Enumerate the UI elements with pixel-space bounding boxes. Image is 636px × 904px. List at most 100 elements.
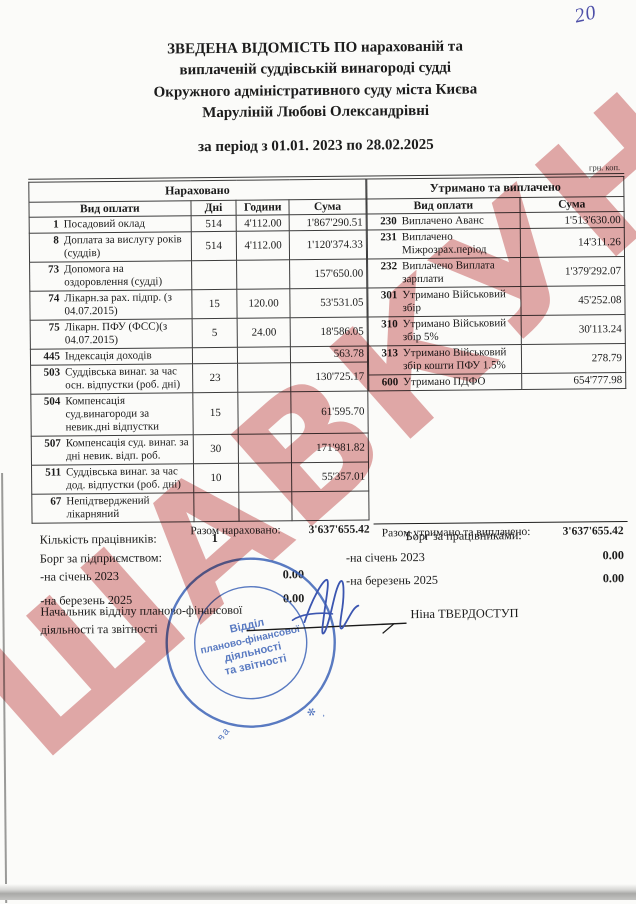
hours-cell: 4'112.00 [236, 230, 290, 261]
pay-label: Непідтверджений лікарняний [66, 494, 150, 520]
withheld-row: 600 Утримано ПДФО 654'777.98 [368, 372, 626, 391]
pay-type-cell: 1 Посадовий оклад [29, 215, 191, 234]
hours-cell: 24.00 [237, 317, 291, 348]
hours-cell [237, 346, 291, 364]
employees-count-label: Кількість працівників: [39, 531, 157, 547]
pay-code: 74 [48, 292, 60, 305]
pay-label: Доплата за вислугу років (суддів) [63, 233, 182, 260]
withheld-section-title: Утримано та виплачено [366, 176, 624, 200]
hours-cell [238, 433, 292, 463]
days-cell: 514 [190, 215, 237, 232]
pay-type-cell: 313 Утримано Військовий збір кошти ПФУ 1.… [368, 344, 522, 375]
sum-cell: 18'586.05 [290, 316, 368, 347]
accrued-row: 507 Компенсація суд. винаг. за дні невик.… [31, 432, 369, 465]
days-cell: 514 [190, 231, 237, 261]
days-cell [191, 347, 238, 364]
pay-code: 445 [43, 350, 61, 363]
pay-label: Утримано Військовий збір [402, 288, 506, 315]
accrued-row: 511 Суддівська винаг. за час дод. відпуст… [31, 461, 369, 494]
pay-type-wrap: 445 Індексація доходів [34, 349, 189, 363]
days-cell [191, 260, 238, 290]
pay-type-cell: 507 Компенсація суд. винаг. за дні невик.… [31, 434, 194, 465]
pay-type-cell: 8 Доплата за вислугу років (суддів) [29, 231, 192, 263]
sum-cell: 53'531.05 [289, 288, 368, 318]
sum-cell: 14'311.26 [519, 227, 625, 258]
withheld-row: 310 Утримано Військовий збір 5% 30'113.24 [368, 314, 626, 346]
pay-code: 75 [48, 321, 60, 334]
pay-type-wrap: 503 Суддівська винаг. за час осн. відпуст… [34, 365, 189, 392]
pay-label: Виплачено Міжрозрах.період [401, 230, 487, 257]
sum-cell [291, 490, 370, 521]
pay-code: 511 [45, 466, 62, 479]
pay-type-cell: 67 Непідтверджений лікарняний [31, 492, 194, 523]
scan-edge-bottom [0, 884, 636, 900]
sum-cell: 30'113.24 [520, 314, 626, 345]
withheld-table-body: 230 Виплачено Аванс 1'513'630.00 231 Виплаче… [367, 211, 626, 391]
withheld-row: 231 Виплачено Міжрозрах.період 14'311.26 [367, 227, 625, 260]
pay-code: 301 [380, 289, 398, 302]
pay-code: 503 [43, 366, 61, 379]
pay-label: Суддівська винаг. за час дод. відпустки … [66, 465, 181, 492]
pay-label: Суддівська винаг. за час осн. відпустки … [65, 365, 181, 392]
accrued-table-body: 1 Посадовий оклад 514 4'112.00 1'867'290.51 8… [29, 214, 370, 523]
hours-cell [237, 362, 291, 393]
withheld-row: 232 Виплачено Виплата зарплати 1'379'292.0… [367, 256, 625, 289]
hours-cell [239, 491, 293, 521]
hours-cell [238, 462, 292, 492]
pay-code: 504 [43, 395, 61, 408]
svg-text:ідентифікаційний код 34414689: ідентифікаційний код 34414689 [226, 731, 330, 748]
sum-cell: 1'379'292.07 [520, 256, 625, 287]
col-pay-type-withheld: Вид оплати [366, 197, 520, 215]
withheld-row: 313 Утримано Військовий збір кошти ПФУ 1.… [368, 343, 626, 375]
sum-cell: 130'725.17 [290, 361, 368, 392]
pay-label: Компенсація суд. винаг. за дні невик. ві… [65, 435, 189, 463]
sum-cell: 45'252.08 [520, 285, 626, 316]
pay-type-cell: 73 Допомога на оздоровлення (судді) [29, 260, 192, 292]
pay-code: 600 [381, 376, 399, 389]
pay-type-wrap: 313 Утримано Військовий збір кошти ПФУ 1.… [372, 346, 518, 373]
pay-type-cell: 232 Виплачено Виплата зарплати [367, 257, 521, 289]
pay-label: Виплачено Аванс [401, 214, 484, 228]
pay-type-wrap: 310 Утримано Військовий збір 5% [372, 317, 518, 344]
pay-type-wrap: 600 Утримано ПДФО [372, 375, 518, 389]
sum-cell: 1'867'290.51 [289, 214, 367, 231]
pay-type-cell: 503 Суддівська винаг. за час осн. відпуст… [30, 363, 193, 395]
stamp-inner-ring-text: ідентифікаційний код 34414689 [226, 731, 330, 748]
pay-type-wrap: 507 Компенсація суд. винаг. за дні невик.… [35, 436, 190, 463]
pay-type-wrap: 8 Доплата за вислугу років (суддів) [33, 233, 188, 260]
hours-cell: 4'112.00 [236, 214, 290, 232]
pay-code: 310 [381, 318, 398, 331]
pay-type-wrap: 1 Посадовий оклад [33, 217, 188, 231]
days-cell: 23 [192, 363, 239, 393]
pay-type-wrap: 73 Допомога на оздоровлення (судді) [33, 262, 188, 289]
pay-code: 507 [44, 437, 61, 450]
document-title: ЗВЕДЕНА ВІДОМІСТЬ ПО нарахованій та випл… [0, 35, 634, 126]
pay-code: 313 [381, 347, 398, 360]
sum-cell: 278.79 [520, 343, 626, 374]
pay-type-cell: 75 Лікарн. ПФУ (ФСС)(з 04.07.2015) [30, 318, 192, 350]
withheld-section-header: Утримано та виплачено [366, 176, 624, 200]
accrued-row: 73 Допомога на оздоровлення (судді) 157'65… [29, 259, 367, 292]
sum-cell: 61'595.70 [290, 390, 369, 434]
days-cell [193, 491, 240, 522]
employee-debt-row: -на січень 2023 0.00 [346, 548, 624, 566]
pay-code: 8 [53, 234, 59, 247]
sum-cell: 563.78 [290, 345, 368, 363]
pay-type-wrap: 74 Лікарн.за рах. підпр. (з 04.07.2015) [33, 291, 188, 318]
hours-cell: 120.00 [237, 288, 291, 319]
debt-row-label: -на січень 2023 [345, 549, 425, 565]
scan-edge-left [1, 473, 8, 904]
pay-type-wrap: 230 Виплачено Аванс [371, 214, 517, 228]
accrued-row: 75 Лікарн. ПФУ (ФСС)(з 04.07.2015) 5 24.00 1… [30, 316, 368, 350]
pay-type-wrap: 67 Непідтверджений лікарняний [35, 494, 190, 521]
sum-cell: 654'777.98 [521, 372, 626, 390]
handwritten-signature [246, 579, 407, 635]
pay-label: Утримано Військовий збір 5% [402, 317, 507, 344]
handwritten-page-number: 20 [572, 1, 599, 28]
pay-label: Виплачено Виплата зарплати [402, 259, 495, 286]
officer-name: Ніна ТВЕРДОСТУП [410, 606, 519, 622]
debt-row-label: -на січень 2023 [39, 568, 120, 584]
pay-label: Утримано Військовий збір кошти ПФУ 1.5% [402, 346, 507, 373]
